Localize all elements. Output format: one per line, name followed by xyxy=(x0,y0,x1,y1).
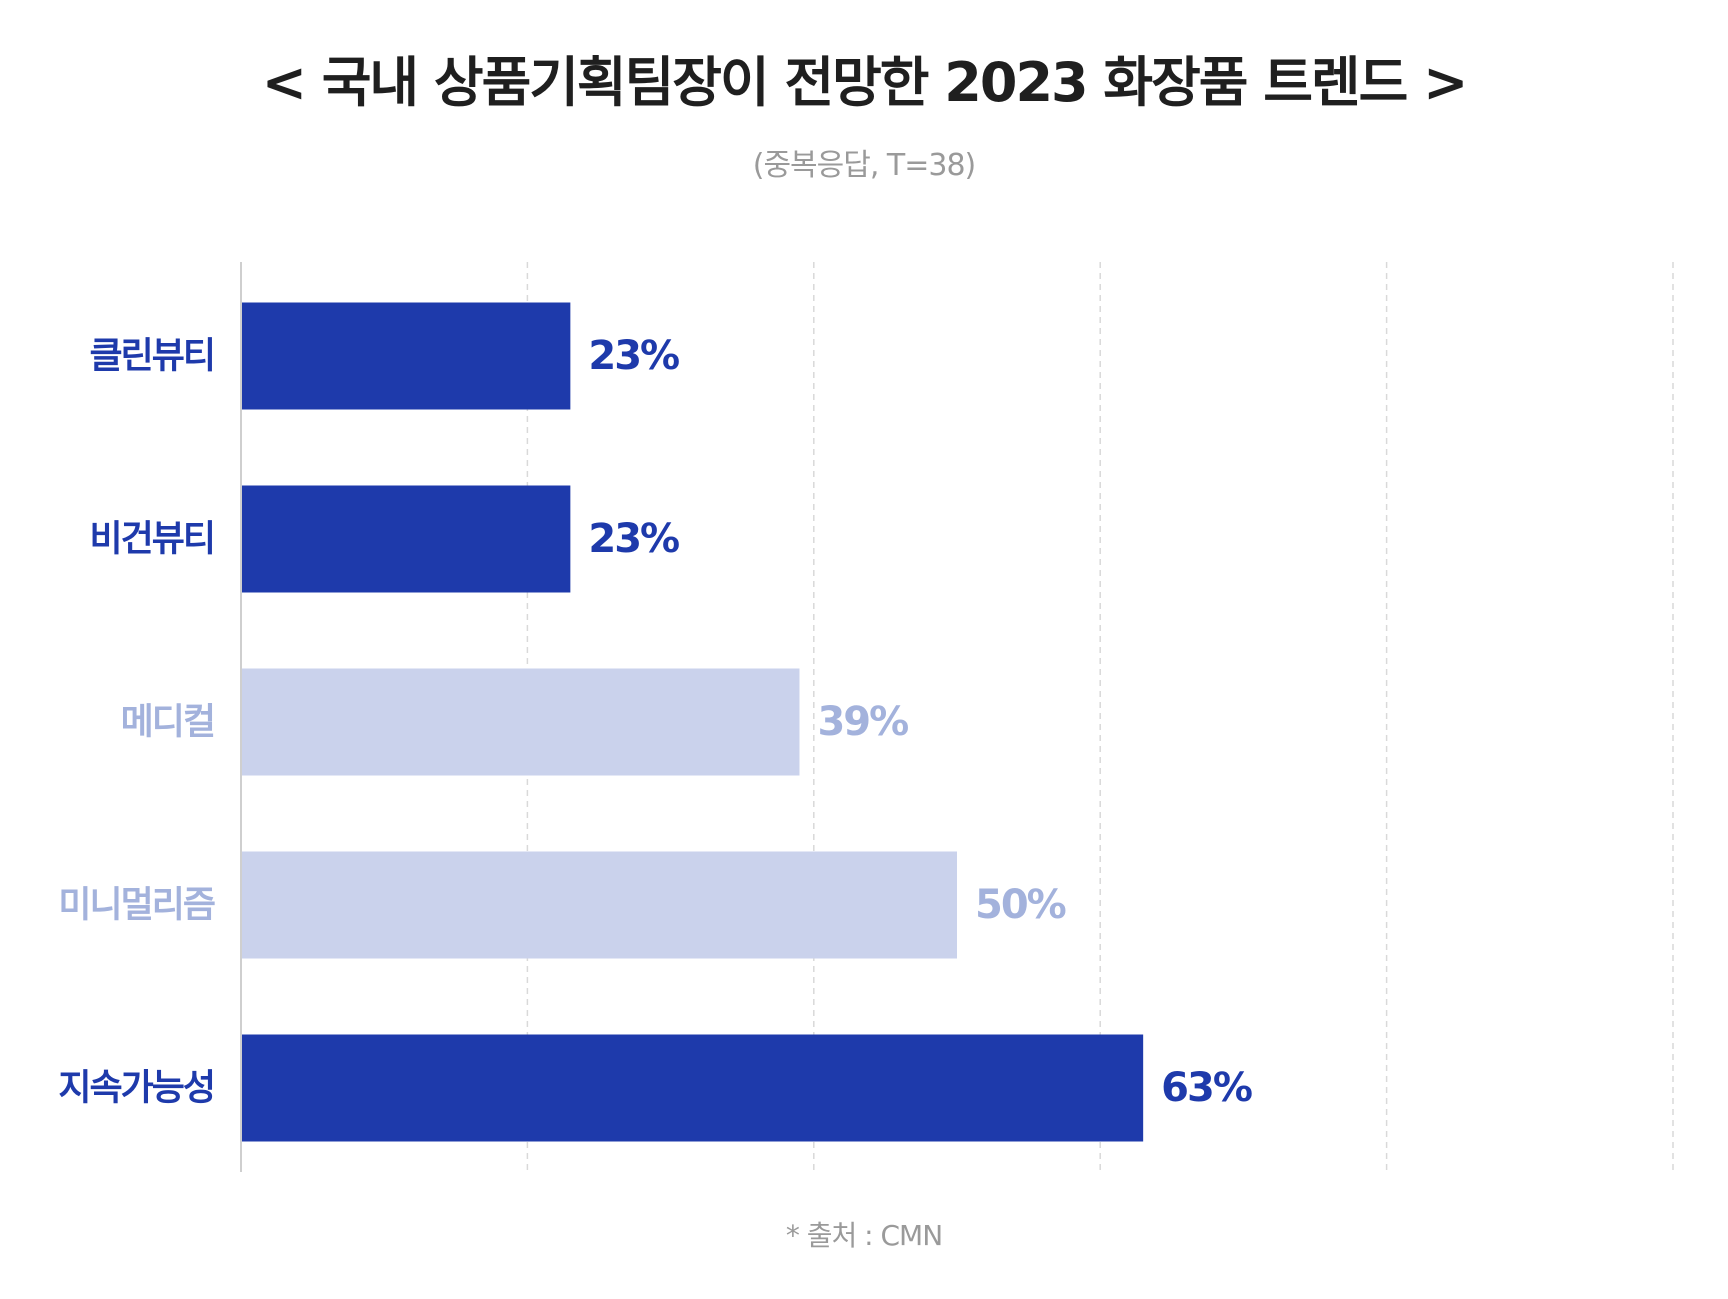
category-label: 클린뷰티 xyxy=(90,336,214,377)
category-label: 지속가능성 xyxy=(58,1068,214,1109)
chart-subtitle: (중복응답, T=38) xyxy=(752,148,977,183)
value-label: 39% xyxy=(817,699,908,745)
value-label: 23% xyxy=(588,516,679,562)
bar xyxy=(241,851,957,959)
category-label: 비건뷰티 xyxy=(90,519,214,560)
bar xyxy=(241,1034,1144,1142)
bar xyxy=(241,485,571,593)
bar xyxy=(241,668,800,776)
value-label: 63% xyxy=(1161,1065,1252,1111)
source-note: * 출처 : CMN xyxy=(785,1219,943,1252)
category-label: 미니멀리즘 xyxy=(58,885,214,926)
bar xyxy=(241,302,571,410)
chart-title: < 국내 상품기획팀장이 전망한 2023 화장품 트렌드 > xyxy=(261,51,1469,114)
labels: 클린뷰티 23% 비건뷰티 23% 메디컬 39% 미니멀리즘 50% 지속가능성 63% xyxy=(58,333,1253,1111)
category-label: 메디컬 xyxy=(121,702,214,743)
value-label: 23% xyxy=(588,333,679,379)
bars xyxy=(241,302,1144,1142)
value-label: 50% xyxy=(975,882,1066,928)
